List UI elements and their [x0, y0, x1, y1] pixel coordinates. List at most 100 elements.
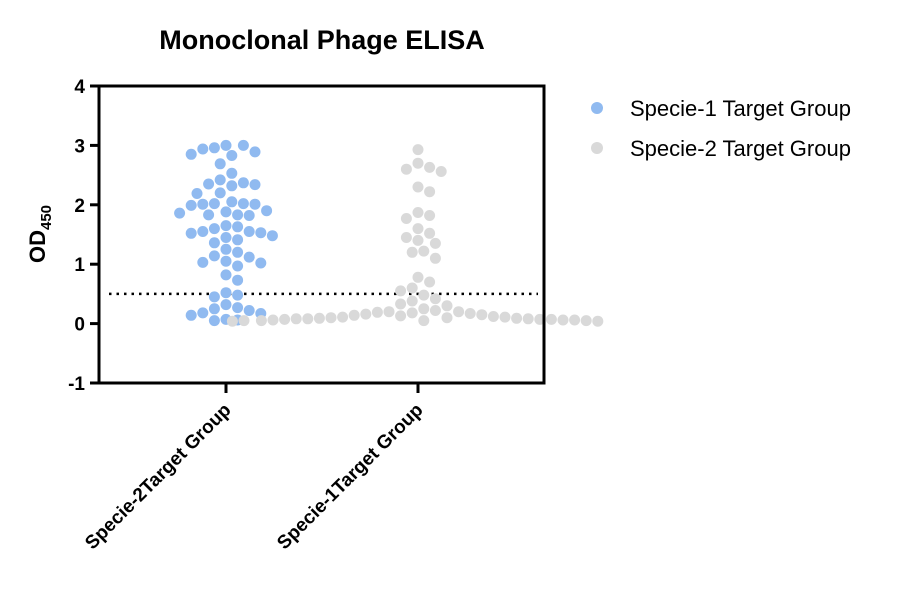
data-points [174, 139, 604, 327]
data-point [208, 142, 220, 154]
data-point [418, 315, 430, 327]
data-point [395, 310, 407, 322]
plot-frame [97, 84, 546, 385]
data-point [400, 232, 412, 243]
data-point [203, 178, 215, 190]
data-point [249, 146, 261, 158]
data-point [191, 188, 203, 199]
data-point [197, 256, 209, 268]
data-point [400, 213, 412, 224]
data-point [406, 295, 418, 307]
data-point [360, 308, 372, 320]
data-point [290, 313, 302, 325]
data-point [197, 307, 209, 319]
y-tick-label: 0 [74, 315, 85, 336]
data-point [243, 251, 255, 263]
data-point [424, 210, 436, 221]
data-point [429, 252, 441, 264]
data-point [232, 302, 244, 314]
data-point [232, 289, 244, 301]
data-point [220, 139, 232, 151]
data-point [418, 303, 430, 315]
data-point [412, 234, 424, 246]
data-point [412, 207, 424, 218]
data-point [174, 207, 186, 219]
data-point [383, 306, 395, 318]
data-point [232, 274, 244, 286]
data-point [464, 308, 476, 319]
data-point [208, 315, 220, 327]
data-point [232, 221, 244, 233]
data-point [406, 282, 418, 294]
data-point [220, 243, 232, 255]
x-category-label: Specie-2Target Group [81, 400, 235, 554]
data-point [441, 312, 453, 324]
data-point [226, 315, 238, 327]
data-point [255, 315, 267, 327]
data-point [226, 167, 238, 179]
data-point [208, 250, 220, 262]
data-point [406, 307, 418, 319]
y-tick-label: 2 [74, 196, 85, 217]
data-point [267, 314, 279, 326]
data-point [569, 314, 581, 326]
data-point [400, 163, 412, 175]
legend: Specie-1 Target Group Specie-2 Target Gro… [591, 96, 851, 161]
data-point [418, 289, 430, 301]
data-point [424, 186, 436, 198]
data-point [511, 312, 523, 324]
data-point [453, 306, 465, 318]
data-point [208, 198, 220, 210]
data-point [232, 260, 244, 272]
data-point [208, 223, 220, 235]
x-axis: Specie-2Target Group Specie-1Target Group [81, 383, 428, 554]
y-axis: -1 0 1 2 3 4 [68, 77, 99, 395]
data-point [522, 313, 534, 325]
data-point [232, 246, 244, 258]
data-point [237, 198, 249, 210]
data-point [395, 285, 407, 297]
data-point [243, 305, 255, 316]
data-point [429, 293, 441, 305]
data-point [424, 161, 436, 173]
data-point [412, 223, 424, 235]
data-point [220, 206, 232, 218]
data-point [203, 209, 215, 221]
data-point [249, 198, 261, 210]
data-point [429, 237, 441, 249]
data-point [214, 174, 226, 186]
data-point [412, 271, 424, 283]
data-point [232, 209, 244, 221]
data-point [325, 312, 337, 324]
data-point [197, 226, 209, 237]
data-point [279, 313, 291, 325]
data-point [197, 143, 209, 155]
data-point [266, 230, 278, 242]
data-point [220, 287, 232, 299]
data-point [185, 148, 197, 160]
data-point [237, 139, 249, 151]
data-point [476, 309, 488, 321]
y-tick-label: -1 [68, 374, 85, 395]
y-tick-label: 3 [74, 136, 85, 157]
data-point [226, 150, 238, 161]
data-point [243, 210, 255, 221]
data-point [185, 199, 197, 211]
data-point [208, 291, 220, 303]
data-point [337, 311, 349, 323]
data-point [197, 198, 209, 210]
data-point [261, 205, 273, 217]
data-point [487, 311, 499, 322]
data-point [302, 313, 314, 325]
data-point [395, 298, 407, 310]
data-point [226, 180, 238, 192]
data-point [249, 179, 261, 191]
data-point [418, 245, 430, 257]
legend-label: Specie-1 Target Group [630, 96, 851, 121]
data-point [412, 181, 424, 193]
data-point [429, 305, 441, 316]
chart-title: Monoclonal Phage ELISA [159, 25, 485, 55]
data-point [441, 300, 453, 312]
data-point [232, 234, 244, 246]
y-tick-label: 1 [74, 255, 85, 276]
